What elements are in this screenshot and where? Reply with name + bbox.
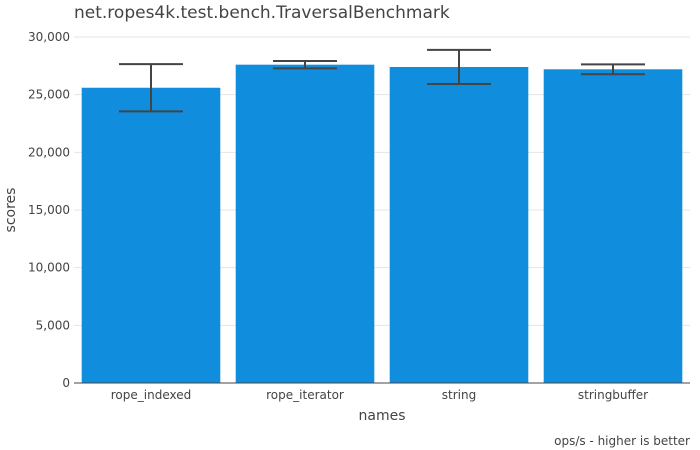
y-tick-label: 5,000 [36,318,70,332]
y-tick-label: 15,000 [28,203,70,217]
x-axis-title: names [359,408,406,424]
error-bar-string [427,48,491,86]
x-tick-label: rope_iterator [266,388,344,402]
y-tick-label: 30,000 [28,30,70,44]
bar-rope-iterator[interactable] [235,64,375,384]
y-axis-title: scores [3,188,19,233]
error-bar-rope-iterator [273,59,337,70]
bar-string[interactable] [389,66,529,383]
bar-stringbuffer[interactable] [543,69,683,383]
x-tick-label: stringbuffer [578,388,648,402]
y-tick-label: 0 [62,376,70,390]
bars [81,64,683,384]
x-tick-label: string [442,388,476,402]
x-tick-label: rope_indexed [111,388,191,402]
x-tick-labels: rope_indexed rope_iterator string stringbuf… [111,388,648,402]
y-tick-label: 25,000 [28,88,70,102]
chart-annotation: ops/s - higher is better [554,434,690,448]
error-bars [119,48,645,113]
y-tick-labels: 0 5,000 10,000 15,000 20,000 25,000 30,000 [28,30,70,390]
y-tick-label: 20,000 [28,145,70,159]
error-bar-stringbuffer [581,63,645,76]
bar-rope-indexed[interactable] [81,87,221,383]
error-bar-rope-indexed [119,63,183,113]
chart-title: net.ropes4k.test.bench.TraversalBenchmar… [74,3,450,23]
y-tick-label: 10,000 [28,261,70,275]
